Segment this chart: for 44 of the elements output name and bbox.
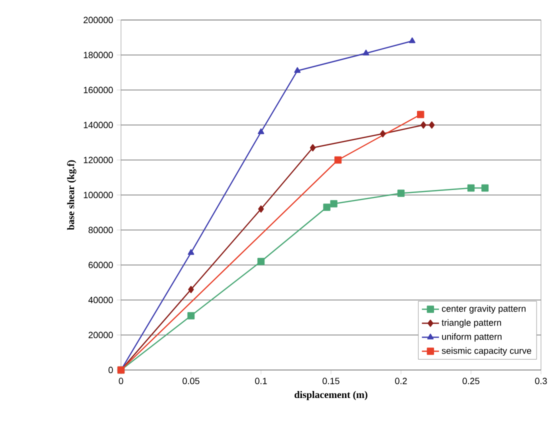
point — [467, 184, 475, 192]
x-tick-label: 0.2 — [395, 378, 407, 384]
point — [257, 258, 265, 266]
legend-label: triangle pattern — [442, 319, 502, 328]
y-tick-label: 200000 — [84, 16, 113, 24]
x-tick-label: 0.25 — [462, 378, 480, 384]
point — [380, 130, 386, 138]
y-tick-label: 120000 — [84, 156, 113, 164]
point — [258, 205, 264, 213]
point — [397, 190, 405, 197]
point — [294, 67, 301, 73]
y-tick-label: 0 — [108, 366, 113, 374]
point — [323, 204, 330, 211]
legend-label: uniform pattern — [442, 333, 502, 342]
y-tick-label: 140000 — [84, 122, 113, 128]
point — [428, 121, 435, 129]
point — [258, 128, 264, 134]
x-tick-label: 0.05 — [182, 378, 200, 384]
y-tick-label: 80000 — [88, 226, 113, 234]
y-tick-label: 100000 — [84, 192, 113, 198]
y-tick-label: 40000 — [88, 296, 113, 304]
legend-label: seismic capacity curve — [442, 347, 532, 356]
y-tick-label: 180000 — [84, 52, 113, 58]
point — [409, 37, 416, 44]
y-axis-title: base shear (kg.f) — [67, 160, 76, 230]
point — [334, 156, 342, 164]
legend-label: center gravity pattern — [442, 305, 526, 314]
point — [330, 200, 338, 208]
y-tick-label: 60000 — [88, 262, 113, 268]
point — [310, 144, 316, 152]
y-tick-label: 160000 — [84, 86, 113, 94]
x-tick-label: 0.15 — [322, 378, 340, 384]
point — [188, 249, 194, 255]
point — [481, 184, 489, 192]
x-tick-label: 0.3 — [535, 378, 547, 384]
point — [187, 312, 195, 320]
point — [362, 50, 370, 56]
x-tick-label: 0.1 — [255, 378, 267, 384]
y-tick-label: 20000 — [88, 332, 113, 338]
point — [188, 286, 194, 294]
point — [420, 121, 426, 129]
x-axis-title: displacement (m) — [294, 391, 368, 400]
point — [417, 110, 424, 118]
x-tick-label: 0 — [118, 378, 124, 384]
